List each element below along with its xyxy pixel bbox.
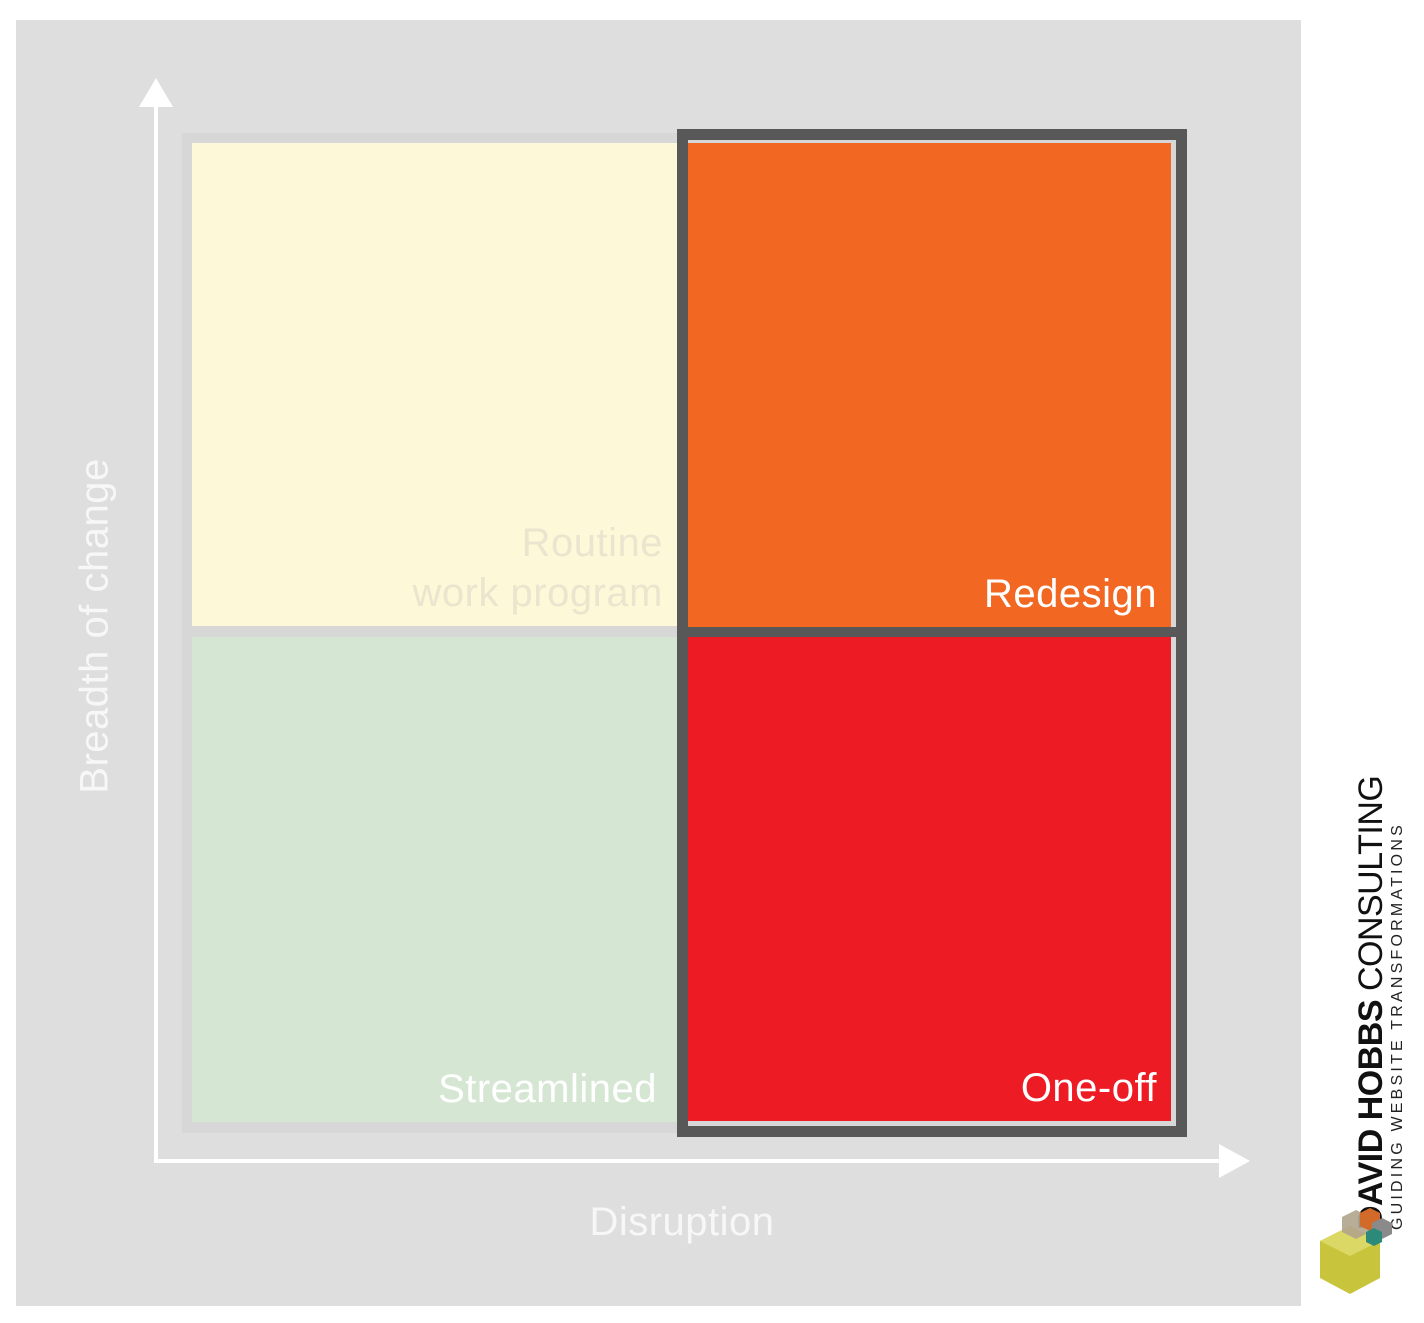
company-wordmark: DAVID HOBBS CONSULTING GUIDING WEBSITE T… — [1352, 710, 1407, 1230]
hexagon-cubes-logo-icon — [1320, 1208, 1392, 1294]
company-tagline: GUIDING WEBSITE TRANSFORMATIONS — [1389, 822, 1406, 1230]
quadrant-label-one-off: One-off — [1020, 1066, 1157, 1110]
quadrant-redesign: Redesign — [688, 143, 1171, 627]
quadrant-label-streamlined: Streamlined — [438, 1067, 657, 1111]
company-name: DAVID HOBBS CONSULTING — [1352, 710, 1390, 1230]
quadrant-label-routine: Routine work program — [412, 521, 663, 615]
quadrant-routine-work-program: Routine work program — [192, 143, 677, 626]
company-name-regular: CONSULTING — [1352, 775, 1390, 1000]
company-name-bold: DAVID HOBBS — [1352, 1000, 1390, 1230]
y-axis-label: Breadth of change — [72, 458, 117, 794]
quadrant-one-off: One-off — [688, 637, 1171, 1121]
highlight-divider — [677, 627, 1187, 637]
quadrant-streamlined: Streamlined — [192, 637, 677, 1122]
quadrant-label-redesign: Redesign — [983, 572, 1157, 616]
x-axis-label: Disruption — [589, 1200, 775, 1244]
